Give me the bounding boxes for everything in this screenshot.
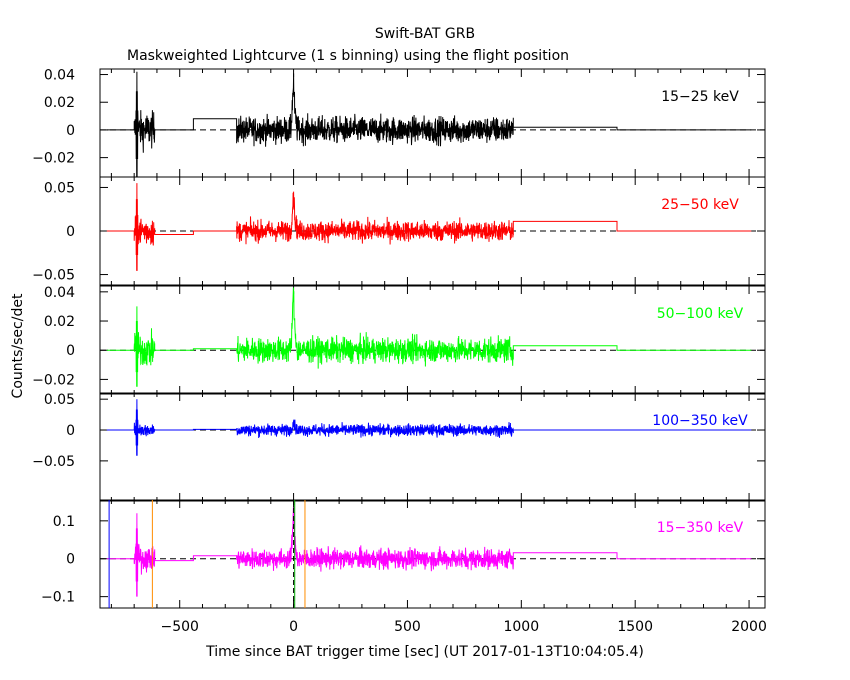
series-line [106, 287, 752, 387]
series-line [106, 71, 752, 177]
series-line [106, 183, 752, 271]
y-tick-label: 0.05 [44, 180, 75, 196]
panel-4: −0.05 0 0.05 100−350 keV [32, 392, 766, 502]
panel-frame [99, 392, 766, 502]
y-tick-label: 0 [66, 123, 75, 139]
y-tick-label: 0.05 [44, 392, 75, 408]
panel-frame [99, 285, 766, 395]
y-tick-label: 0.02 [44, 314, 75, 330]
x-axis-label: Time since BAT trigger time [sec] (UT 20… [205, 644, 644, 660]
y-tick-label: −0.05 [32, 454, 75, 470]
y-tick-label: 0 [66, 343, 75, 359]
energy-band-label: 100−350 keV [652, 413, 748, 429]
y-tick-label: 0.04 [44, 285, 75, 301]
y-axis-label: Counts/sec/det [10, 293, 26, 398]
x-tick-label: 2000 [731, 619, 767, 635]
series-line [106, 399, 752, 456]
x-tick-label: −500 [160, 619, 198, 635]
y-tick-label: 0 [66, 552, 75, 568]
panel-1: −0.02 0 0.02 0.04 15−25 keV [32, 68, 766, 178]
energy-band-label: 25−50 keV [661, 197, 739, 213]
y-tick-label: −0.05 [32, 268, 75, 284]
chart-title: Swift-BAT GRB [375, 26, 475, 42]
y-tick-label: −0.02 [32, 372, 75, 388]
y-tick-label: 0.1 [53, 514, 75, 530]
chart-subtitle: Maskweighted Lightcurve (1 s binning) us… [127, 48, 569, 64]
x-tick-label: 0 [289, 619, 298, 635]
panel-3: −0.02 0 0.02 0.04 50−100 keV [32, 285, 766, 395]
y-tick-label: 0.04 [44, 68, 75, 84]
y-tick-label: −0.02 [32, 151, 75, 167]
energy-band-label: 50−100 keV [657, 306, 744, 322]
y-tick-label: 0.02 [44, 95, 75, 111]
y-tick-label: 0 [66, 224, 75, 240]
panel-5: −500 0 500 1000 1500 2000 −0.1 0 0.1 15−350 keV [41, 499, 767, 635]
panel-2: −0.05 0 0.05 25−50 keV [32, 176, 766, 286]
x-tick-label: 1000 [503, 619, 539, 635]
y-tick-label: 0 [66, 423, 75, 439]
energy-band-label: 15−350 keV [657, 520, 744, 536]
x-tick-label: 1500 [617, 619, 653, 635]
energy-band-label: 15−25 keV [661, 89, 739, 105]
panel-frame [99, 499, 766, 609]
y-tick-label: −0.1 [41, 590, 75, 606]
series-line [106, 507, 752, 597]
x-tick-label: 500 [394, 619, 421, 635]
panels-group: −0.02 0 0.02 0.04 15−25 keV −0.05 0 0.05 25−50 k… [32, 68, 767, 635]
